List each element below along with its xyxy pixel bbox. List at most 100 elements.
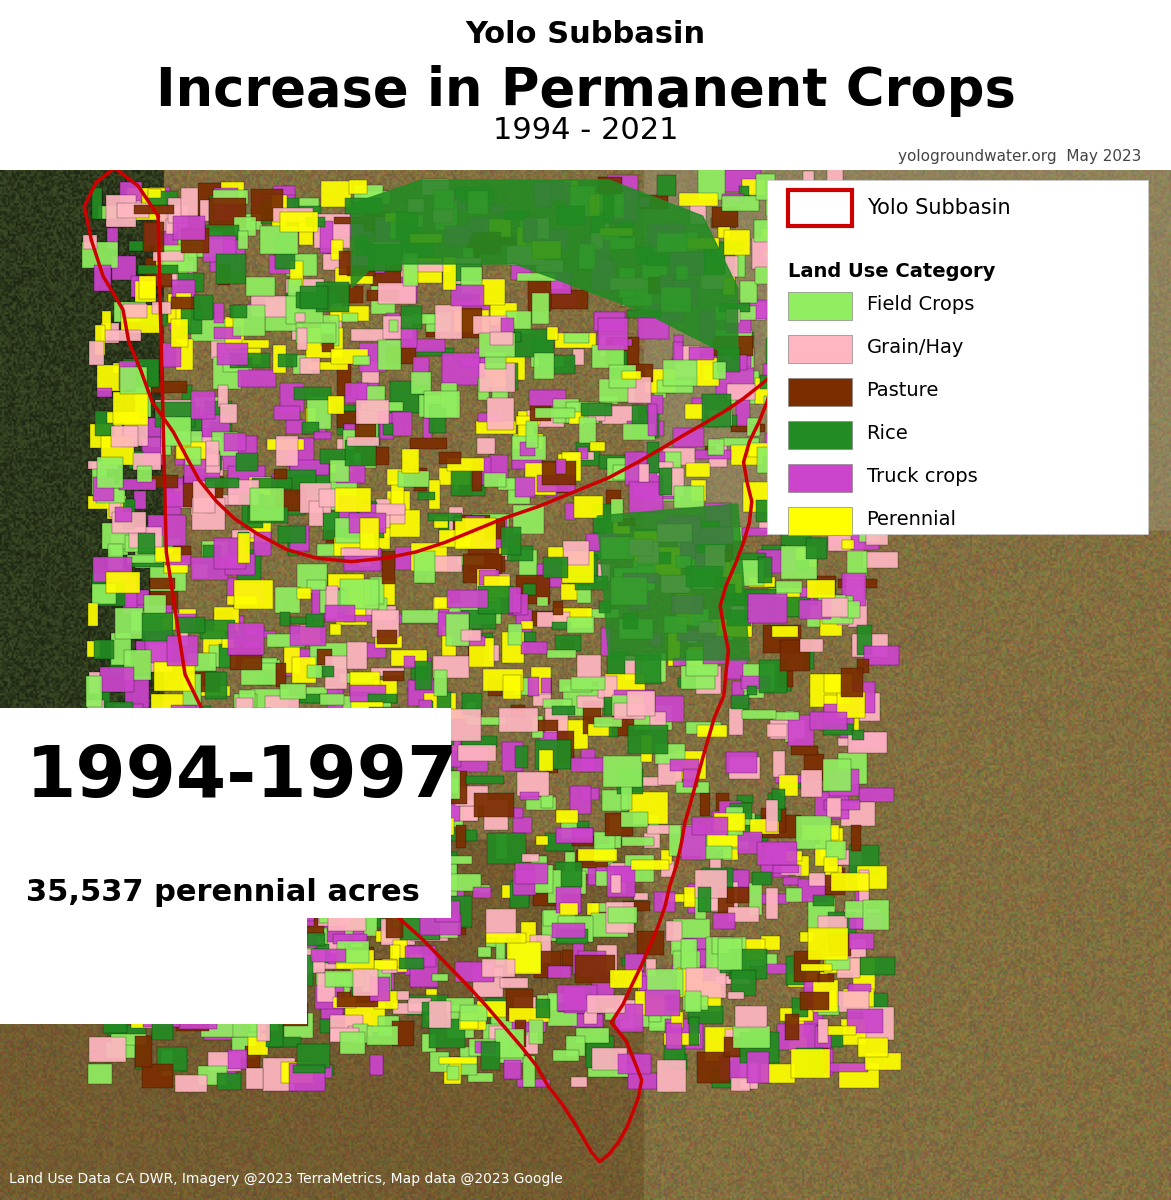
- Bar: [574, 942, 583, 974]
- Bar: [345, 907, 377, 936]
- Bar: [416, 718, 453, 745]
- Bar: [331, 240, 343, 260]
- Bar: [434, 901, 460, 923]
- Bar: [718, 889, 734, 914]
- Bar: [767, 180, 1148, 534]
- Bar: [478, 413, 504, 422]
- Bar: [525, 632, 536, 642]
- Bar: [410, 955, 438, 988]
- Bar: [445, 709, 481, 740]
- Bar: [410, 856, 430, 866]
- Bar: [114, 302, 145, 322]
- Bar: [645, 370, 676, 392]
- Bar: [842, 574, 865, 606]
- Bar: [730, 949, 767, 979]
- Bar: [350, 972, 362, 995]
- Bar: [246, 1068, 263, 1088]
- Bar: [795, 547, 816, 566]
- Bar: [547, 650, 576, 658]
- Bar: [418, 492, 436, 499]
- Bar: [101, 330, 141, 341]
- Bar: [452, 636, 485, 646]
- Bar: [368, 504, 405, 515]
- Bar: [800, 640, 823, 652]
- Bar: [87, 641, 100, 656]
- Bar: [683, 938, 711, 949]
- Bar: [436, 779, 458, 792]
- Bar: [423, 701, 433, 721]
- Bar: [704, 242, 744, 275]
- Bar: [583, 1000, 597, 1025]
- Bar: [581, 787, 600, 800]
- Bar: [470, 1039, 509, 1056]
- Bar: [438, 612, 470, 636]
- Bar: [761, 936, 780, 950]
- Bar: [295, 955, 313, 986]
- Bar: [191, 557, 228, 580]
- Bar: [244, 983, 261, 991]
- Bar: [725, 584, 735, 600]
- Bar: [684, 887, 704, 907]
- Bar: [439, 522, 458, 534]
- Bar: [848, 599, 868, 628]
- Bar: [537, 218, 548, 239]
- Bar: [231, 648, 262, 670]
- Bar: [438, 791, 460, 821]
- Bar: [271, 946, 290, 965]
- Bar: [392, 412, 412, 437]
- Bar: [415, 661, 432, 690]
- Bar: [389, 320, 398, 331]
- Bar: [851, 732, 885, 749]
- Bar: [590, 442, 605, 451]
- Bar: [145, 223, 178, 246]
- Bar: [523, 1056, 535, 1087]
- Bar: [232, 1037, 256, 1060]
- Bar: [199, 854, 238, 875]
- Bar: [234, 217, 256, 236]
- Bar: [454, 479, 468, 491]
- Bar: [712, 208, 738, 227]
- Bar: [685, 404, 704, 420]
- Bar: [252, 478, 292, 490]
- Bar: [90, 424, 122, 448]
- Bar: [727, 610, 752, 625]
- Bar: [609, 727, 618, 737]
- Bar: [256, 1022, 269, 1042]
- Bar: [262, 888, 273, 912]
- Bar: [281, 1062, 313, 1084]
- Bar: [649, 304, 684, 322]
- Bar: [404, 258, 441, 283]
- Bar: [555, 862, 582, 888]
- Bar: [153, 251, 185, 262]
- Bar: [578, 952, 605, 977]
- Bar: [473, 317, 507, 335]
- Bar: [697, 726, 727, 737]
- Bar: [350, 960, 388, 990]
- Bar: [171, 319, 189, 347]
- Bar: [630, 581, 649, 610]
- Bar: [803, 643, 814, 668]
- Bar: [178, 274, 204, 293]
- Polygon shape: [597, 504, 749, 660]
- Bar: [482, 1024, 501, 1050]
- Bar: [663, 894, 698, 902]
- Bar: [363, 968, 393, 990]
- Bar: [112, 512, 146, 533]
- Bar: [362, 361, 379, 383]
- Bar: [691, 480, 706, 502]
- Bar: [116, 965, 143, 982]
- Bar: [727, 301, 766, 320]
- Bar: [412, 712, 429, 722]
- Bar: [829, 397, 857, 428]
- Bar: [653, 892, 674, 912]
- Bar: [124, 650, 151, 680]
- Bar: [635, 653, 665, 683]
- Bar: [409, 199, 424, 212]
- Bar: [424, 391, 460, 418]
- Bar: [801, 769, 822, 797]
- Bar: [386, 313, 400, 346]
- Bar: [855, 306, 868, 337]
- Bar: [715, 276, 735, 286]
- Bar: [848, 984, 871, 992]
- Bar: [485, 364, 507, 386]
